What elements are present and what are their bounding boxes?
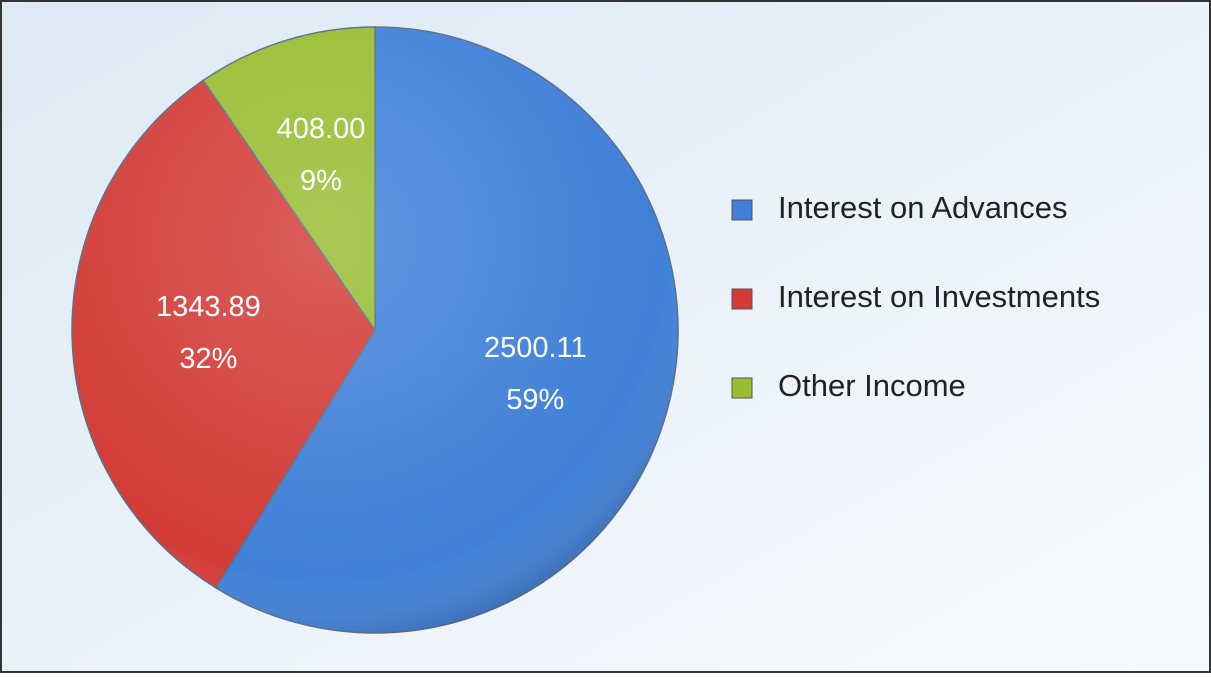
data-label: 9% — [300, 165, 342, 197]
legend-swatch — [731, 288, 753, 310]
legend-label: Interest on Investments — [778, 279, 1100, 314]
legend-swatch — [731, 199, 753, 221]
data-label: 1343.89 — [156, 291, 261, 323]
data-label: 59% — [506, 384, 564, 416]
legend-label: Interest on Advances — [778, 190, 1068, 225]
legend-label: Other Income — [778, 368, 966, 403]
data-label: 32% — [179, 343, 237, 375]
data-label: 2500.11 — [484, 332, 587, 364]
legend-swatch — [731, 377, 753, 399]
data-label: 408.00 — [277, 113, 366, 145]
